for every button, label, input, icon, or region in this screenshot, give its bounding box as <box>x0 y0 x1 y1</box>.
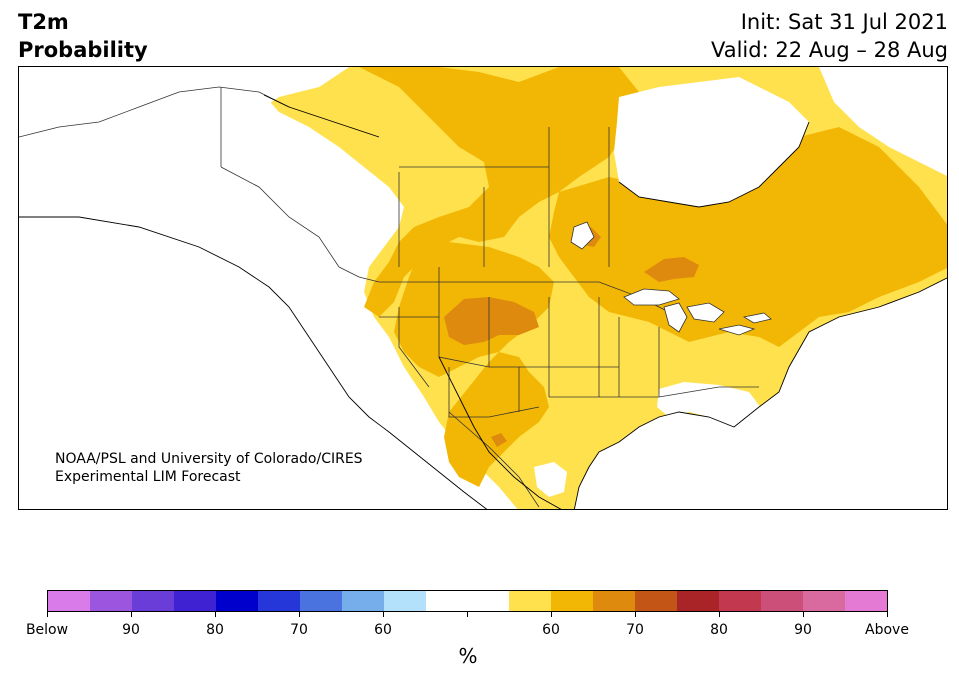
probability-region-above-70-ontario <box>644 257 699 282</box>
colorbar-tick-label: 90 <box>794 622 812 638</box>
colorbar-segment <box>341 591 384 611</box>
title-line2: Probability <box>18 38 148 62</box>
no-signal-alaska-yukon <box>19 67 379 417</box>
colorbar-tick <box>299 612 300 617</box>
colorbar-segment <box>593 591 636 611</box>
probability-region-above-70-rockies <box>444 297 539 345</box>
colorbar-tick <box>467 612 468 617</box>
great-lakes <box>570 221 772 336</box>
colorbar-segment <box>719 591 762 611</box>
no-signal-quebec <box>614 77 809 207</box>
colorbar-segment <box>299 591 342 611</box>
colorbar-tick-label: 60 <box>374 622 392 638</box>
colorbar-tick-label: Above <box>865 622 909 638</box>
valid-range: Valid: 22 Aug – 28 Aug <box>710 38 948 62</box>
colorbar-tick <box>551 612 552 617</box>
credit-line1: NOAA/PSL and University of Colorado/CIRE… <box>55 451 363 467</box>
title-line1: T2m <box>18 10 69 34</box>
init-date: Init: Sat 31 Jul 2021 <box>740 10 948 34</box>
colorbar-tick-label: 70 <box>626 622 644 638</box>
colorbar-segment <box>48 591 90 611</box>
probability-region-above-70-mexico <box>491 433 507 447</box>
colorbar-tick <box>635 612 636 617</box>
colorbar-segment <box>761 591 804 611</box>
no-signal-southeast <box>657 382 764 432</box>
colorbar-unit: % <box>458 644 478 668</box>
probability-colorbar <box>47 590 888 612</box>
colorbar-tick <box>47 612 48 617</box>
credit-text: NOAA/PSL and University of Colorado/CIRE… <box>55 450 363 486</box>
political-borders <box>19 86 759 508</box>
colorbar-segment <box>677 591 720 611</box>
forecast-dates: Init: Sat 31 Jul 2021 Valid: 22 Aug – 28… <box>711 8 948 64</box>
credit-line2: Experimental LIM Forecast <box>55 469 241 485</box>
no-signal-central-mexico <box>534 462 567 497</box>
colorbar-segment <box>89 591 132 611</box>
colorbar-tick-label: 80 <box>710 622 728 638</box>
colorbar-segment <box>803 591 846 611</box>
no-signal-greenland <box>819 67 947 176</box>
colorbar-tick-label: 70 <box>290 622 308 638</box>
colorbar-tick <box>383 612 384 617</box>
colorbar-segment <box>383 591 426 611</box>
colorbar-tick-label: 60 <box>542 622 560 638</box>
colorbar-ticks <box>0 612 959 618</box>
colorbar-segment <box>257 591 300 611</box>
colorbar-tick-label: 80 <box>206 622 224 638</box>
colorbar-segment <box>425 591 468 611</box>
colorbar-segment <box>551 591 594 611</box>
colorbar-tick <box>887 612 888 617</box>
colorbar-tick <box>215 612 216 617</box>
colorbar-segment <box>845 591 888 611</box>
colorbar-segment <box>215 591 258 611</box>
colorbar-segment <box>509 591 552 611</box>
colorbar-segment <box>173 591 216 611</box>
colorbar-tick <box>719 612 720 617</box>
colorbar-tick <box>131 612 132 617</box>
colorbar-tick-label: 90 <box>122 622 140 638</box>
north-america-map <box>19 67 947 509</box>
map-title: T2m Probability <box>18 8 148 64</box>
colorbar-tick-label: Below <box>25 622 69 638</box>
probability-map <box>18 66 948 510</box>
coastlines <box>19 94 947 509</box>
colorbar-segment <box>131 591 174 611</box>
colorbar-segment <box>467 591 510 611</box>
colorbar-segment <box>635 591 678 611</box>
colorbar-tick <box>803 612 804 617</box>
